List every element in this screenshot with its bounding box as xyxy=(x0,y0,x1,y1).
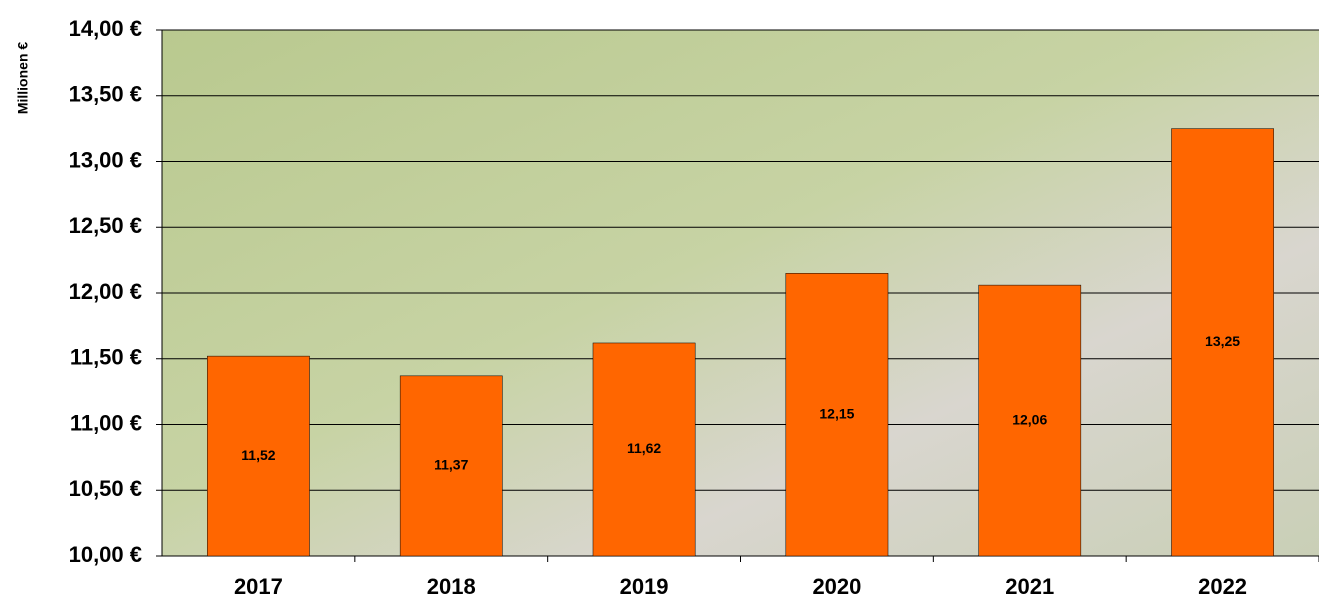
x-tick-label: 2017 xyxy=(234,574,283,599)
x-tick-label: 2018 xyxy=(427,574,476,599)
value-label: 11,62 xyxy=(627,440,661,456)
y-tick-label: 12,00 € xyxy=(69,279,142,304)
bar xyxy=(978,284,1082,557)
x-tick-label: 2021 xyxy=(1005,574,1054,599)
y-axis-label: Millionen € xyxy=(15,42,31,115)
x-tick-label: 2019 xyxy=(620,574,669,599)
value-label: 13,25 xyxy=(1205,333,1240,349)
value-label: 11,37 xyxy=(434,457,468,473)
value-label: 12,06 xyxy=(1012,411,1047,427)
y-tick-label: 13,50 € xyxy=(69,82,142,107)
value-label: 12,15 xyxy=(819,405,854,421)
y-tick-label: 13,00 € xyxy=(69,147,142,172)
value-label: 11,52 xyxy=(241,447,275,463)
y-tick-label: 11,00 € xyxy=(70,410,142,435)
y-tick-label: 10,00 € xyxy=(69,542,142,567)
bar xyxy=(1171,128,1274,557)
y-tick-label: 11,50 € xyxy=(70,345,142,370)
bar xyxy=(592,342,696,557)
y-tick-label: 10,50 € xyxy=(69,476,142,501)
bar xyxy=(785,273,889,557)
bar xyxy=(399,375,503,557)
bar xyxy=(207,355,310,557)
x-tick-label: 2022 xyxy=(1198,574,1247,599)
y-tick-label: 14,00 € xyxy=(69,16,142,41)
x-tick-label: 2020 xyxy=(812,574,861,599)
y-tick-label: 12,50 € xyxy=(69,213,142,238)
